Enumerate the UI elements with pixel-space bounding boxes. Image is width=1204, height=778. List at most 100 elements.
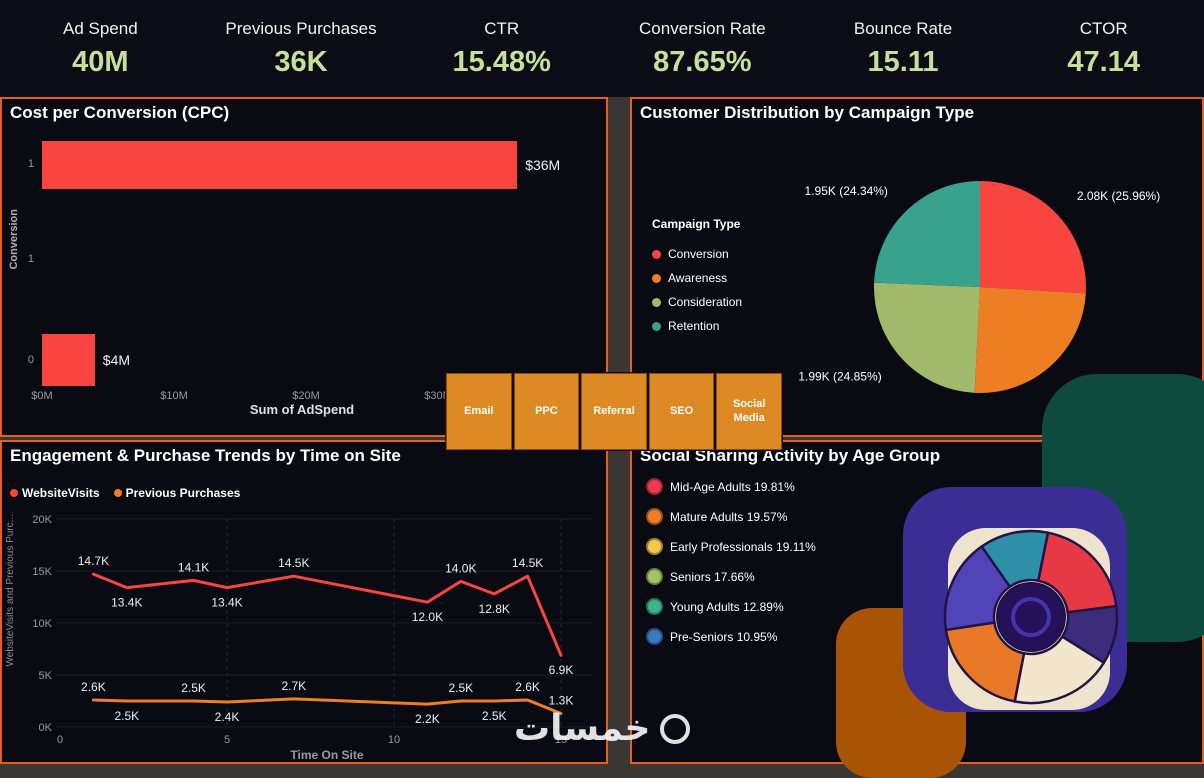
- line-data-label: 6.9K: [549, 663, 574, 677]
- trends-y-axis-tick: 20K: [32, 514, 52, 526]
- kpi-value: 40M: [72, 45, 129, 78]
- line-data-label: 2.5K: [448, 681, 473, 695]
- slicer-button-ppc[interactable]: PPC: [513, 373, 580, 450]
- line-series-previous-purchases[interactable]: [91, 697, 563, 715]
- legend-dot-icon: [113, 489, 122, 497]
- cpc-bar-value-label: $36M: [525, 157, 561, 173]
- cpc-x-axis-title: Sum of AdSpend: [249, 402, 355, 417]
- legend-dot-icon: [652, 273, 661, 283]
- pie-slice-retention[interactable]: [874, 181, 980, 287]
- line-data-label: 2.7K: [281, 679, 306, 693]
- campaign-panel-title: Customer Distribution by Campaign Type: [640, 103, 975, 122]
- kpi-label: CTOR: [1079, 18, 1128, 38]
- line-data-label: 2.5K: [181, 681, 206, 695]
- legend-dot-icon: [646, 508, 663, 525]
- trends-y-axis-tick: 0K: [39, 722, 53, 734]
- trends-x-axis-tick: 5: [224, 734, 230, 746]
- pie-data-label: 1.99K (24.85%): [1069, 379, 1152, 393]
- legend-dot-icon: [652, 249, 661, 259]
- pie-slice-awareness[interactable]: [974, 287, 1086, 393]
- legend-item-young-adults[interactable]: Young Adults 12.89%: [646, 598, 816, 615]
- cpc-bar-1[interactable]: [42, 141, 518, 189]
- kpi-conversion-rate: Conversion Rate 87.65%: [602, 0, 803, 97]
- cpc-bar-0[interactable]: [42, 334, 95, 386]
- line-data-label: 2.5K: [482, 709, 507, 723]
- kpi-label: Ad Spend: [62, 18, 138, 38]
- trends-y-axis-tick: 5K: [39, 670, 53, 682]
- legend-item-retention[interactable]: Retention: [652, 319, 742, 333]
- cpc-panel-title: Cost per Conversion (CPC): [10, 103, 230, 122]
- cpc-plot-area: $36M $4M 1 1 0 $0M $10M $20M $30M: [2, 99, 606, 435]
- kpi-label: Conversion Rate: [639, 18, 766, 38]
- legend-item-awareness[interactable]: Awareness: [652, 271, 742, 285]
- line-data-label: 14.5K: [512, 556, 543, 570]
- campaign-legend-title: Campaign Type: [652, 217, 741, 231]
- trends-y-axis-tick: 10K: [32, 618, 52, 630]
- legend-dot-icon: [646, 538, 663, 555]
- line-data-label: 13.4K: [211, 596, 242, 610]
- trends-legend: WebsiteVisits Previous Purchases: [10, 486, 240, 500]
- pie-data-label: 1.95K (24.34%): [805, 184, 888, 198]
- line-data-label: 1.3K: [549, 693, 574, 707]
- legend-item-label: Early Professionals 19.11%: [670, 539, 816, 554]
- line-data-label: 14.1K: [178, 560, 209, 574]
- kpi-value: 15.11: [867, 45, 939, 78]
- legend-item-label: Seniors 17.66%: [670, 569, 755, 584]
- kpi-value: 15.48%: [452, 45, 551, 78]
- legend-item-consideration[interactable]: Consideration: [652, 295, 742, 309]
- legend-item-conversion[interactable]: Conversion: [652, 247, 742, 261]
- legend-dot-icon: [646, 478, 663, 495]
- social-legend: Mid-Age Adults 19.81% Mature Adults 19.57…: [646, 478, 816, 645]
- panel-social-chart: Social Sharing Activity by Age Group Mid…: [630, 440, 1204, 764]
- cpc-y-axis-tick: 0: [27, 354, 34, 366]
- cpc-y-axis-tick: 1: [27, 158, 34, 170]
- watermark-logo-icon: [660, 713, 691, 744]
- trends-y-axis-tick: 15K: [32, 566, 52, 578]
- legend-item-mid-age-adults[interactable]: Mid-Age Adults 19.81%: [646, 478, 816, 495]
- trends-x-axis-tick: 0: [57, 734, 63, 746]
- line-series-websitevisits[interactable]: [91, 572, 563, 657]
- trends-y-axis-title: WebsiteVisits and Previous Purc...: [5, 514, 16, 667]
- legend-dot-icon: [652, 321, 661, 331]
- slicer-button-referral[interactable]: Referral: [581, 373, 647, 450]
- slicer-button-email[interactable]: Email: [446, 373, 512, 450]
- kpi-previous-purchases: Previous Purchases 36K: [201, 0, 402, 97]
- pie-data-label: 1.99K (24.85%): [798, 370, 881, 384]
- trends-x-axis-title: Time On Site: [290, 748, 364, 762]
- pie-slice-consideration[interactable]: [874, 282, 980, 393]
- trends-x-axis-tick: 10: [388, 734, 400, 746]
- panel-trends-chart: Engagement & Purchase Trends by Time on …: [0, 440, 608, 764]
- pie-slice-conversion[interactable]: [980, 181, 1086, 294]
- kpi-label: CTR: [484, 18, 520, 38]
- kpi-value: 47.14: [1067, 45, 1140, 78]
- legend-item-label: Retention: [668, 319, 720, 333]
- line-data-label: 2.4K: [215, 710, 240, 724]
- cpc-bar-value-label: $4M: [102, 352, 131, 368]
- cpc-x-axis-tick: $0M: [31, 390, 53, 402]
- trends-line-chart: 0K 5K 10K 15K 20K 0 5 10 15 14.7K 13.4K 14.1K 13.4K 1…: [32, 514, 592, 746]
- slicer-button-seo[interactable]: SEO: [648, 373, 715, 450]
- legend-item-label: Consideration: [668, 295, 743, 309]
- kpi-bar: Ad Spend 40M Previous Purchases 36K CTR 15.48…: [0, 0, 1204, 97]
- slicer-button-social-media[interactable]: Social Media: [716, 373, 782, 450]
- legend-item-label: Mature Adults 19.57%: [670, 509, 788, 524]
- pie-data-label: 2.08K (25.96%): [1077, 189, 1160, 203]
- line-data-label: 2.5K: [114, 709, 139, 723]
- cpc-x-axis-tick: $20M: [292, 390, 320, 402]
- line-data-label: 12.0K: [412, 610, 443, 624]
- legend-item-mature-adults[interactable]: Mature Adults 19.57%: [646, 508, 816, 525]
- line-data-label: 13.4K: [111, 596, 142, 610]
- legend-item-websitevisits[interactable]: WebsiteVisits: [10, 486, 100, 500]
- kpi-label: Previous Purchases: [225, 18, 377, 38]
- kpi-bounce-rate: Bounce Rate 15.11: [803, 0, 1004, 97]
- kpi-ad-spend: Ad Spend 40M: [0, 0, 201, 97]
- line-data-label: 2.2K: [415, 712, 440, 726]
- cpc-y-axis-title: Conversion: [8, 209, 20, 270]
- trends-x-axis-tick: 15: [555, 734, 567, 746]
- panel-cpc-chart: Cost per Conversion (CPC) $36M $4M 1 1 0 $0M $…: [0, 97, 608, 437]
- legend-item-previous-purchases[interactable]: Previous Purchases: [113, 486, 240, 500]
- cpc-x-axis-tick: $30M: [424, 390, 452, 402]
- legend-item-seniors[interactable]: Seniors 17.66%: [646, 568, 816, 585]
- legend-item-pre-seniors[interactable]: Pre-Seniors 10.95%: [646, 628, 816, 645]
- legend-item-early-professionals[interactable]: Early Professionals 19.11%: [646, 538, 816, 555]
